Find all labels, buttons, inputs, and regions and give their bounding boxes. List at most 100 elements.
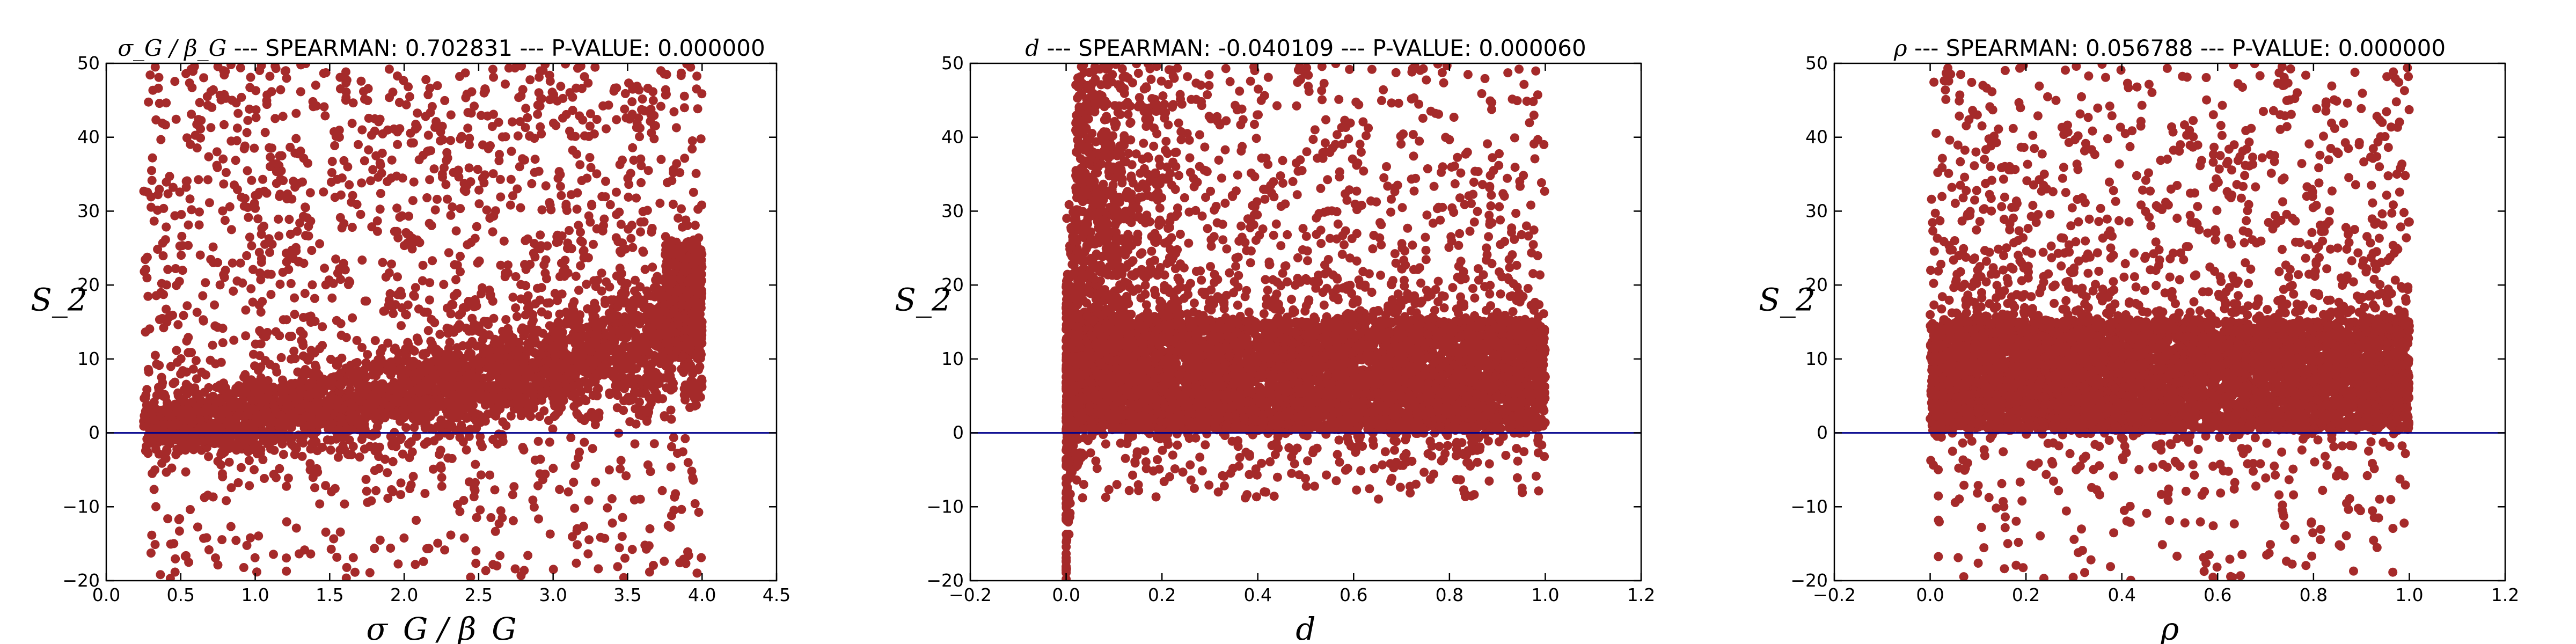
panel-1-point xyxy=(319,187,328,197)
panel-1-point xyxy=(636,161,646,171)
panel-1-point xyxy=(491,526,500,536)
panel-1-point xyxy=(680,313,690,323)
panel-1-point xyxy=(375,383,384,393)
panel-1-point xyxy=(660,69,669,79)
panel-1-point xyxy=(166,539,175,549)
panel-1-point xyxy=(250,143,259,153)
panel-1-point xyxy=(327,293,337,303)
panel-1-point xyxy=(437,473,447,482)
panel-1-point xyxy=(484,373,493,383)
panel-1-point xyxy=(471,459,480,469)
panel-1-point xyxy=(489,72,499,82)
panel-1-point xyxy=(298,211,308,221)
panel-1-point xyxy=(282,481,291,491)
panel-1-point xyxy=(430,205,440,215)
panel-1-point xyxy=(591,477,601,487)
panel-1-point xyxy=(342,75,352,85)
panel-1-point xyxy=(162,280,171,290)
panel-1-point xyxy=(387,441,397,451)
panel-1-point xyxy=(258,174,268,184)
panel-1-point xyxy=(272,473,281,482)
panel-1-point xyxy=(257,230,266,239)
panel-1-point xyxy=(357,178,367,188)
panel-1-point xyxy=(241,386,251,396)
panel-1-point xyxy=(418,260,428,270)
panel-1-point xyxy=(365,568,375,577)
panel-1-point xyxy=(192,120,202,129)
panel-1-point xyxy=(345,277,355,287)
panel-1-point xyxy=(575,380,584,389)
panel-1-point xyxy=(537,129,546,138)
panel-1-point xyxy=(533,481,543,491)
panel-1-point xyxy=(269,550,278,559)
panel-1-point xyxy=(598,226,608,236)
panel-1-point xyxy=(571,272,581,281)
panel-1-point xyxy=(236,463,246,472)
panel-1-point xyxy=(635,282,645,291)
panel-1-point xyxy=(430,370,440,379)
panel-1-point xyxy=(311,80,320,90)
panel-1-point xyxy=(270,63,280,71)
panel-1-point xyxy=(625,417,635,427)
panel-1-point xyxy=(418,276,427,286)
panel-1-point xyxy=(655,199,665,208)
panel-1-point xyxy=(158,119,167,128)
panel-1-point xyxy=(580,437,589,447)
panel-1-point xyxy=(486,353,496,362)
panel-1-point xyxy=(599,316,609,325)
panel-1-point xyxy=(148,469,157,478)
panel-1-point xyxy=(590,63,600,72)
panel-1-point xyxy=(155,185,164,194)
panel-1-point xyxy=(525,131,535,141)
panel-1-point xyxy=(350,358,360,368)
panel-1-point xyxy=(533,109,543,119)
panel-1-point xyxy=(326,355,335,364)
panel-1-point xyxy=(260,474,269,483)
panel-1-point xyxy=(489,339,499,348)
panel-1-point xyxy=(680,434,690,443)
panel-1-point xyxy=(652,368,661,378)
panel-1-point xyxy=(616,456,626,465)
panel-1-point xyxy=(194,423,204,433)
panel-1-point xyxy=(173,320,183,330)
panel-1-point xyxy=(423,326,433,335)
panel-1-point xyxy=(668,200,678,209)
panel-1-point xyxy=(339,156,349,165)
panel-1-point xyxy=(645,524,655,533)
panel-1-point xyxy=(232,136,241,145)
panel-1-point xyxy=(341,96,350,105)
panel-1-point xyxy=(666,405,676,415)
panel-1-point xyxy=(614,360,624,369)
panel-1-point xyxy=(617,292,627,302)
panel-1-point xyxy=(184,333,193,342)
panel-1-point xyxy=(506,411,516,421)
panel-1-point xyxy=(360,365,369,375)
panel-1-point xyxy=(585,121,595,131)
panel-1-point xyxy=(608,518,617,528)
panel-1-point xyxy=(296,436,305,446)
panel-1-point xyxy=(211,553,220,563)
panel-1-point xyxy=(228,96,237,105)
panel-1-point xyxy=(348,98,358,108)
panel-1-point xyxy=(408,138,418,148)
panel-1-point xyxy=(398,387,408,397)
panel-1-point xyxy=(421,376,431,385)
panel-1-point xyxy=(456,267,465,276)
panel-1-point xyxy=(346,377,355,387)
panel-1-point xyxy=(203,491,213,500)
panel-1-point xyxy=(446,530,456,540)
panel-1-point xyxy=(590,377,600,386)
panel-1-point xyxy=(347,197,356,207)
panel-1-point xyxy=(433,194,442,204)
panel-1-point xyxy=(634,113,643,123)
panel-1-point xyxy=(637,356,647,366)
panel-1-point xyxy=(254,247,264,257)
panel-1-point xyxy=(665,258,675,268)
panel-1-point xyxy=(677,204,686,214)
panel-1-point xyxy=(669,506,679,515)
panel-1-point xyxy=(489,313,499,323)
panel-1-point xyxy=(473,258,482,268)
panel-1-point xyxy=(256,275,266,284)
panel-1-point xyxy=(674,213,683,223)
panel-1-point xyxy=(199,437,208,447)
